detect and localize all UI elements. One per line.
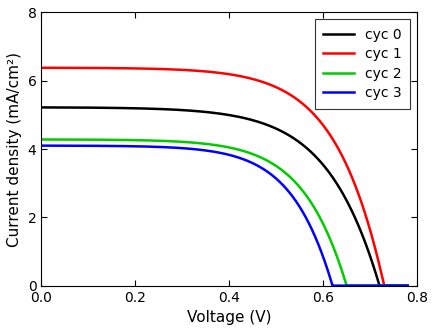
Y-axis label: Current density (mA/cm²): Current density (mA/cm²) — [7, 51, 22, 247]
cyc 0 — [260, 122, 266, 125]
cyc 0 — [251, 119, 256, 123]
cyc 1 — [260, 80, 266, 84]
cyc 0 — [316, 158, 321, 162]
cyc 1 — [381, 284, 386, 288]
cyc 1 — [271, 85, 276, 89]
cyc 1 — [316, 118, 321, 122]
cyc 2 — [61, 137, 66, 141]
cyc 3 — [251, 162, 256, 166]
cyc 1 — [61, 66, 66, 70]
cyc 3 — [39, 144, 44, 148]
cyc 2 — [260, 157, 266, 161]
cyc 1 — [39, 66, 44, 70]
cyc 1 — [404, 284, 409, 288]
cyc 2 — [271, 163, 276, 167]
X-axis label: Voltage (V): Voltage (V) — [187, 310, 271, 325]
cyc 2 — [316, 214, 321, 218]
cyc 3 — [271, 175, 276, 179]
Line: cyc 0: cyc 0 — [41, 107, 407, 286]
cyc 1 — [251, 77, 256, 81]
cyc 3 — [61, 144, 66, 148]
cyc 0 — [271, 126, 276, 130]
cyc 0 — [404, 284, 409, 288]
Line: cyc 3: cyc 3 — [41, 146, 407, 286]
cyc 1 — [353, 187, 358, 191]
cyc 2 — [251, 153, 256, 157]
cyc 0 — [353, 220, 358, 224]
cyc 3 — [354, 284, 359, 288]
cyc 0 — [376, 284, 381, 288]
Legend: cyc 0, cyc 1, cyc 2, cyc 3: cyc 0, cyc 1, cyc 2, cyc 3 — [314, 19, 409, 109]
cyc 3 — [260, 167, 266, 171]
cyc 2 — [404, 284, 409, 288]
Line: cyc 2: cyc 2 — [41, 139, 407, 286]
cyc 3 — [316, 244, 321, 248]
cyc 2 — [343, 284, 349, 288]
cyc 2 — [354, 284, 359, 288]
cyc 3 — [329, 284, 335, 288]
cyc 0 — [39, 105, 44, 109]
cyc 2 — [39, 137, 44, 141]
cyc 3 — [404, 284, 409, 288]
cyc 0 — [61, 106, 66, 110]
Line: cyc 1: cyc 1 — [41, 68, 407, 286]
